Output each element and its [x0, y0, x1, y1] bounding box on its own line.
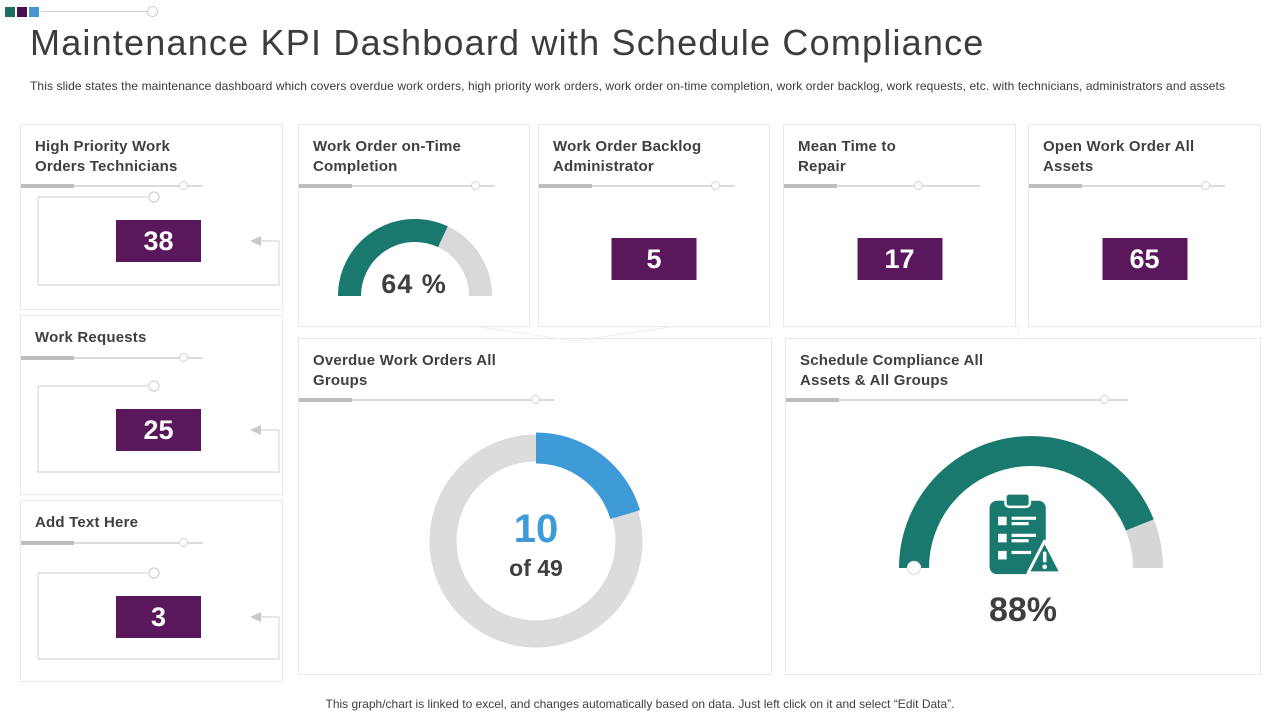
footer-note: This graph/chart is linked to excel, and… — [325, 697, 955, 711]
card-high-priority-work-orders[interactable]: High Priority Work Orders Technicians 38 — [20, 124, 283, 310]
schedule-compliance-gauge-chart[interactable] — [786, 339, 1262, 676]
completion-gauge-chart[interactable] — [299, 135, 531, 325]
page-title: Maintenance KPI Dashboard with Schedule … — [30, 22, 985, 63]
page-subtitle: This slide states the maintenance dashbo… — [30, 79, 1226, 93]
accent-ring — [147, 6, 158, 17]
card-title: Overdue Work Orders All Groups — [313, 352, 496, 389]
title-rule — [21, 537, 282, 548]
title-rule — [21, 181, 282, 191]
card-title: Schedule Compliance All Assets & All Gro… — [800, 352, 984, 389]
card-overdue-work-orders[interactable]: Overdue Work Orders All Groups 10 of 49 — [298, 338, 772, 675]
card-mean-time-to-repair[interactable]: Mean Time to Repair 17 — [783, 124, 1016, 327]
rule-dot-icon — [471, 181, 480, 190]
gauge-value-label: 88% — [988, 591, 1058, 629]
title-rule — [1029, 181, 1260, 191]
title-rule — [539, 181, 769, 191]
rule-dot-icon — [531, 395, 540, 404]
kpi-value: 65 — [1129, 243, 1160, 274]
accent-square-blue — [29, 7, 39, 17]
rule-dot-icon — [179, 537, 188, 547]
card-open-work-order[interactable]: Open Work Order All Assets 65 — [1028, 124, 1261, 327]
rule-dot-icon — [914, 181, 923, 190]
donut-center-value: 10 — [513, 507, 559, 551]
kpi-value-box[interactable]: 25 — [116, 409, 201, 451]
kpi-value: 5 — [646, 243, 662, 274]
card-title: Mean Time to Repair — [798, 138, 896, 175]
gauge-value-label: 64 % — [381, 269, 447, 299]
rule-dot-icon — [179, 352, 188, 362]
accent-square-teal — [5, 7, 15, 17]
rule-dot-icon — [1100, 395, 1109, 404]
accent-square-purple — [17, 7, 27, 17]
donut-center-subvalue: of 49 — [509, 555, 563, 581]
card-title: Work Order Backlog Administrator — [553, 138, 702, 175]
kpi-value-box[interactable]: 17 — [857, 238, 942, 280]
rule-dot-icon — [1201, 181, 1210, 190]
rule-dot-icon — [179, 181, 188, 190]
kpi-value: 38 — [143, 225, 174, 256]
card-title: High Priority Work Orders Technicians — [35, 138, 178, 175]
title-rule — [299, 181, 529, 191]
kpi-value-box[interactable]: 38 — [116, 220, 201, 262]
card-add-text-here[interactable]: Add Text Here 3 — [20, 500, 283, 682]
accent-line — [41, 11, 149, 12]
card-schedule-compliance[interactable]: Schedule Compliance All Assets & All Gro… — [785, 338, 1261, 675]
title-rule — [21, 352, 282, 363]
title-rule — [786, 395, 1260, 405]
title-rule — [784, 181, 1015, 191]
card-work-requests[interactable]: Work Requests 25 — [20, 315, 283, 495]
kpi-value-box[interactable]: 65 — [1102, 238, 1187, 280]
card-work-order-backlog[interactable]: Work Order Backlog Administrator 5 — [538, 124, 770, 327]
kpi-value: 3 — [150, 601, 167, 632]
card-title: Work Requests — [35, 329, 147, 346]
kpi-value-box[interactable]: 5 — [611, 238, 697, 280]
clipboard-warning-icon — [989, 492, 1063, 575]
title-rule — [299, 395, 771, 405]
card-title: Work Order on-Time Completion — [313, 138, 462, 175]
card-work-order-on-time-completion[interactable]: Work Order on-Time Completion 64 % — [298, 124, 530, 327]
kpi-value: 25 — [143, 414, 174, 445]
overdue-donut-chart[interactable] — [299, 339, 773, 676]
card-title: Open Work Order All Assets — [1043, 138, 1195, 175]
card-title: Add Text Here — [35, 514, 139, 531]
rule-dot-icon — [711, 181, 720, 190]
kpi-value-box[interactable]: 3 — [116, 596, 201, 638]
kpi-value: 17 — [884, 243, 915, 274]
